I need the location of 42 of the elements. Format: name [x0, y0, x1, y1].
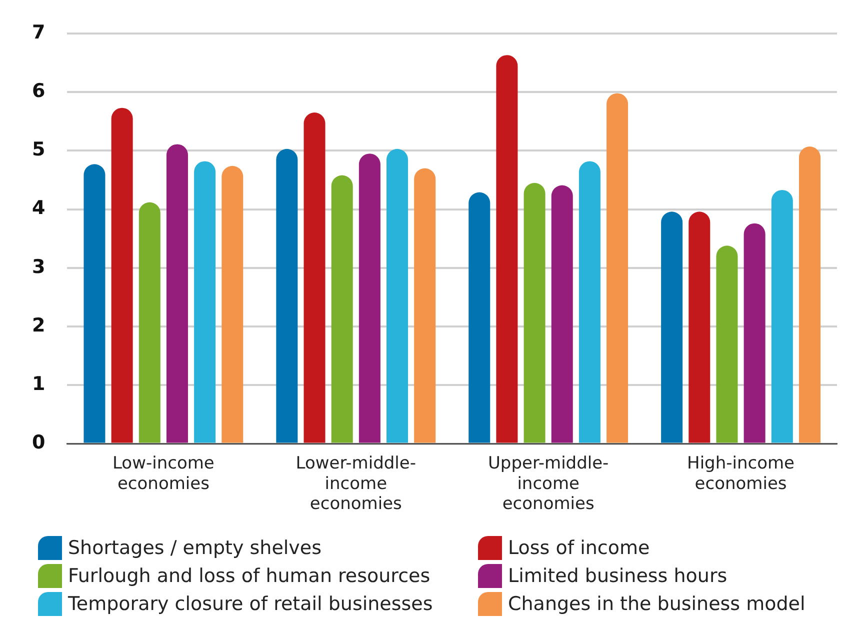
bar: [468, 192, 490, 443]
bar: [166, 144, 188, 443]
legend-label: Loss of income: [508, 537, 650, 559]
bar: [716, 246, 738, 443]
x-tick-label: Lower-middle-income economies: [296, 453, 416, 514]
x-tick-label: Low-income economies: [112, 453, 214, 494]
bar: [771, 190, 793, 443]
y-tick-label: 6: [32, 80, 46, 102]
y-tick-label: 0: [32, 432, 46, 454]
bar: [744, 223, 766, 443]
bar: [111, 108, 133, 443]
bar: [276, 148, 298, 443]
x-tick-label: High-income economies: [687, 453, 795, 494]
bar: [524, 182, 546, 443]
bar: [496, 55, 518, 443]
legend-label: Shortages / empty shelves: [68, 537, 322, 559]
bar: [798, 146, 820, 443]
bar: [551, 185, 573, 443]
bar: [578, 161, 600, 443]
legend-label: Changes in the business model: [508, 593, 806, 615]
legend-label: Limited business hours: [508, 565, 728, 587]
legend-label: Temporary closure of retail businesses: [68, 593, 433, 615]
y-tick-label: 2: [32, 314, 46, 336]
y-tick-label: 3: [32, 256, 46, 278]
bar: [84, 164, 106, 443]
bar: [661, 212, 683, 443]
bar: [331, 175, 353, 443]
x-tick-label: Upper-middle-income economies: [488, 453, 609, 514]
bar: [304, 112, 326, 443]
bar: [606, 93, 628, 443]
y-tick-label: 4: [32, 197, 46, 220]
bar: [386, 148, 408, 443]
bar: [222, 166, 244, 443]
bar: [138, 202, 160, 443]
bar: [414, 168, 436, 443]
y-tick-label: 5: [32, 138, 46, 161]
bar: [358, 154, 380, 443]
y-tick-label: 1: [32, 373, 46, 396]
y-tick-label: 7: [32, 21, 46, 44]
bar: [688, 212, 710, 443]
bar: [194, 161, 216, 443]
legend-label: Furlough and loss of human resources: [68, 565, 430, 587]
